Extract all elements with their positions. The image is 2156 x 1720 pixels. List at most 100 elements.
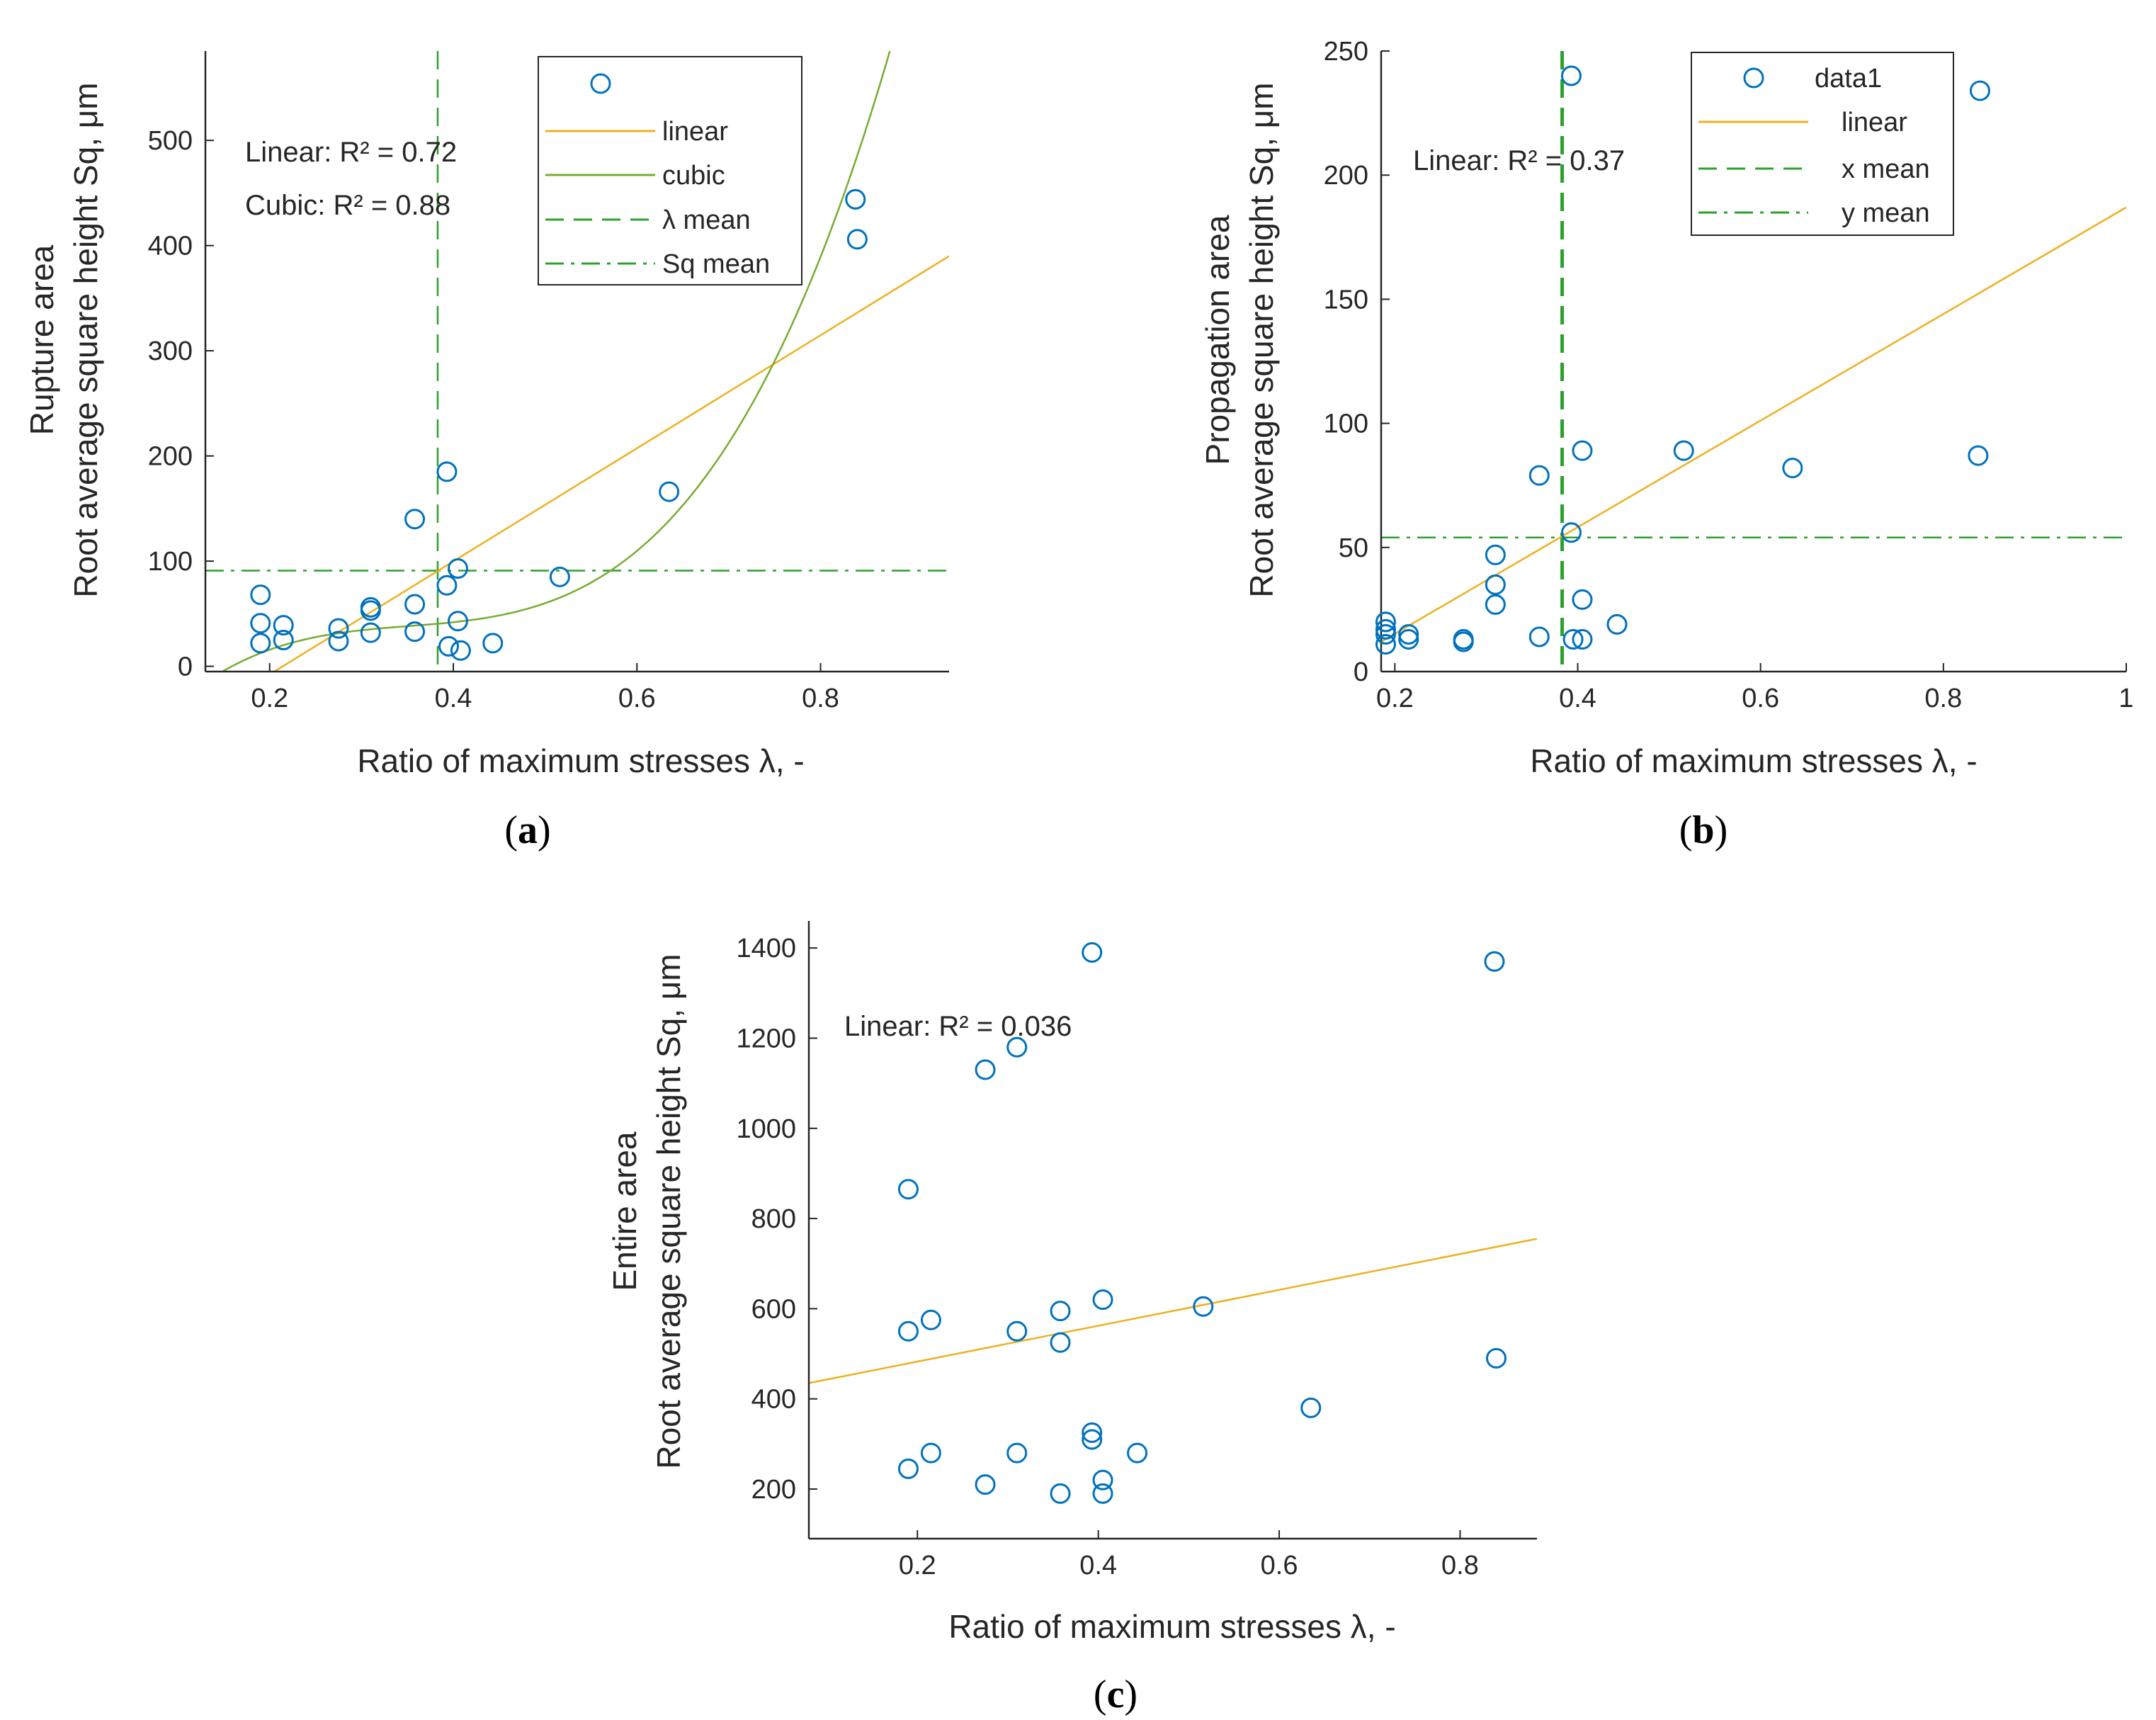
panel-c-y-tick-label: 1400: [736, 934, 796, 963]
panel-c-data-point: [1486, 1347, 1507, 1369]
panel-a-y-tick-label: 0: [178, 652, 193, 682]
panel-b-data-point: [1398, 628, 1419, 650]
panel-c-data-point: [1050, 1332, 1071, 1353]
panel-a-caption: (a): [504, 808, 550, 852]
panel-a-data-point: [436, 575, 458, 596]
panel-b-data-point: [1453, 631, 1474, 652]
panel-b-linear-fit-line: [1381, 206, 2126, 643]
panel-c-y-tick-label: 1200: [736, 1024, 796, 1053]
panel-a-data-point: [659, 481, 680, 502]
panel-c-data-point: [1006, 1036, 1028, 1058]
panel-b-data-point: [1572, 440, 1593, 461]
panel-b-y-tick-label: 200: [1324, 161, 1368, 191]
panel-a-data-point: [328, 630, 349, 652]
panel-b-data-point: [1375, 618, 1396, 640]
panel-a-x-tick-label: 0.8: [802, 684, 839, 713]
panel-b-data-point: [1528, 465, 1550, 486]
panel-b-plot-area: [1375, 51, 2126, 673]
panel-a-y-tick-label: 200: [148, 442, 193, 472]
panel-b-data-point: [1485, 544, 1506, 565]
panel-b-legend-data-marker: [1743, 67, 1764, 89]
panel-b-y-axis-label-line2: Root average square height Sq, μm: [1243, 82, 1280, 597]
panel-a-data-point: [438, 635, 460, 657]
panel-b-data-point: [1375, 623, 1396, 645]
panel-c-series: [809, 1238, 1537, 1384]
panel-a-data-point: [328, 618, 349, 639]
panel-b-legend-box: [1691, 52, 1954, 236]
panel-c-y-tick-label: 200: [751, 1475, 796, 1505]
panel-b-annotation-linear: Linear: R² = 0.37: [1413, 145, 1625, 176]
panel-a-data-point: [250, 613, 271, 634]
panel-a-y-axis-label-line2: Root average square height Sq, μm: [67, 82, 104, 597]
panel-b-x-tick-label: 0.6: [1742, 684, 1779, 713]
panel-a-data-point: [250, 584, 271, 606]
panel-a-data-point: [450, 640, 471, 661]
panel-a-y-ticks: 0 100 200 300 400 500: [148, 126, 214, 682]
panel-c-x-ticks: 0.2 0.4 0.6 0.8: [899, 1530, 1479, 1580]
panel-c-data-point: [1092, 1483, 1113, 1504]
panel-c-y-tick-label: 600: [751, 1294, 796, 1324]
panel-a-legend-ymean-text: Sq mean: [662, 249, 770, 279]
panel-a-data-point: [404, 509, 426, 530]
panel-c-y-tick-label: 800: [751, 1204, 796, 1234]
panel-a: 0.2 0.4 0.6 0.8 0 100 200 300 400 500 Ratio of m…: [23, 51, 949, 852]
panel-a-linear-fit-line: [273, 255, 949, 672]
panel-c-x-tick-label: 0.6: [1261, 1551, 1298, 1580]
panel-c-y-ticks: 200 400 600 800 1000 1200 1400: [736, 934, 817, 1505]
panel-c-data-point: [920, 1442, 941, 1464]
panel-a-data-point: [273, 615, 294, 636]
panel-a-legend-xmean-text: λ mean: [662, 205, 751, 235]
panel-a-data-point: [845, 188, 866, 210]
panel-c-data-point: [1092, 1469, 1113, 1490]
panel-c-y-axis-label-line2: Root average square height Sq, μm: [650, 954, 687, 1469]
panel-a-data-point: [404, 621, 426, 643]
panel-b-data-point: [1968, 445, 1989, 466]
panel-c-plot-area: [807, 921, 1537, 1540]
panel-a-data-point: [360, 622, 381, 643]
panel-b-data-point: [1485, 574, 1506, 595]
panel-a-legend-linear-text: linear: [662, 117, 728, 147]
panel-c-data-point: [1006, 1442, 1028, 1464]
panel-c-data-point: [1082, 1422, 1103, 1443]
panel-c-data-point: [897, 1179, 919, 1200]
panel-a-y-tick-label: 400: [148, 232, 193, 261]
panel-a-x-tick-label: 0.2: [251, 684, 288, 713]
panel-b-y-tick-label: 150: [1324, 285, 1368, 315]
panel-b-x-ticks: 0.2 0.4 0.6 0.8 1: [1376, 663, 2134, 713]
panel-c-data-point: [1050, 1301, 1071, 1322]
panel-a-annotation-linear: Linear: R² = 0.72: [245, 137, 457, 168]
panel-a-plot-area: [204, 51, 949, 673]
panel-a-legend-box: [538, 56, 802, 285]
panel-c-y-axis-label-line1: Entire area: [606, 1131, 643, 1291]
panel-b-x-axis-label: Ratio of maximum stresses λ, -: [1530, 742, 1977, 779]
panel-c-y-tick-label: 400: [751, 1385, 796, 1415]
panel-b-x-tick-label: 0.2: [1376, 684, 1414, 713]
panel-c-data-point: [897, 1320, 919, 1342]
panel-a-x-tick-label: 0.4: [435, 684, 472, 713]
panel-a-data-point: [846, 229, 868, 250]
panel-a-data-point: [482, 633, 504, 654]
panel-c-data-point: [1484, 951, 1505, 972]
panel-a-y-tick-label: 500: [148, 126, 193, 156]
panel-b-data-point: [1528, 626, 1550, 647]
panel-a-series: [205, 51, 949, 672]
panel-b-data-point: [1969, 80, 1990, 101]
panel-b-y-tick-label: 0: [1354, 657, 1368, 687]
panel-a-data-point: [447, 611, 468, 632]
panel-a-legend-data-marker: [590, 73, 611, 94]
panel-c-caption-letter: c: [1107, 1673, 1125, 1716]
panel-c-caption: (c): [1094, 1673, 1137, 1716]
panel-a-y-axis-label-line1: Rupture area: [23, 244, 60, 435]
panel-a-data-point: [549, 566, 570, 587]
panel-a-data-point: [360, 600, 381, 621]
panel-c-data-point: [975, 1474, 996, 1495]
panel-a-x-ticks: 0.2 0.4 0.6 0.8: [251, 663, 839, 713]
panel-a-annotation-cubic: Cubic: R² = 0.88: [245, 190, 450, 221]
panel-b-data-point: [1485, 594, 1506, 615]
panel-c: 0.2 0.4 0.6 0.8 200 400 600 800 1000 1200 1400 Ra…: [606, 921, 1537, 1716]
panel-b-legend-linear-text: linear: [1842, 108, 1907, 137]
panel-a-y-tick-label: 100: [148, 547, 193, 577]
panel-b-data-point: [1572, 589, 1593, 610]
panel-c-data-point: [1092, 1289, 1113, 1311]
